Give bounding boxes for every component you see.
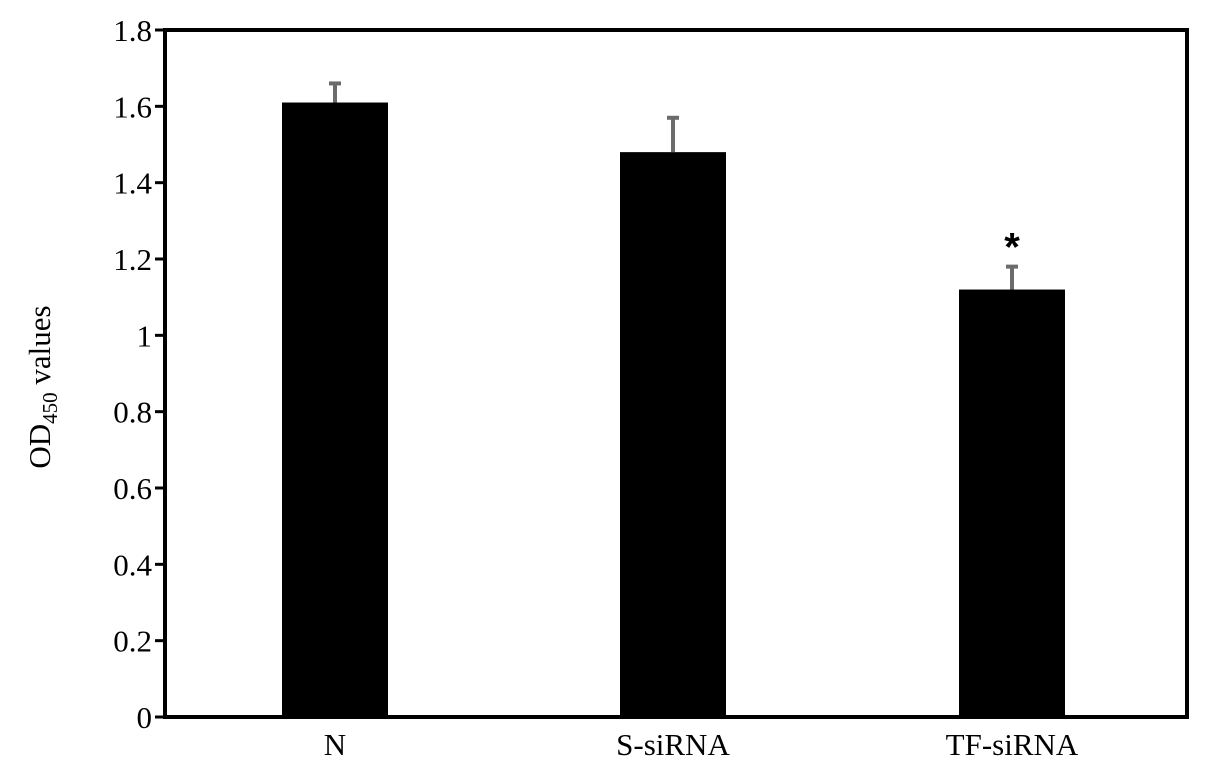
y-axis-title-suffix: values [22, 305, 57, 392]
y-tick-label: 0.6 [113, 471, 152, 506]
y-tick-label: 0.2 [113, 624, 152, 659]
bar [620, 152, 726, 718]
y-tick-label: 0.8 [113, 395, 152, 430]
y-axis-title: OD450 values [22, 305, 62, 468]
x-tick-label: N [324, 727, 346, 762]
y-tick-label: 0.4 [113, 547, 152, 582]
x-tick-label: S-siRNA [616, 727, 730, 762]
y-axis-title-subscript: 450 [38, 392, 62, 424]
y-axis-title-main: OD [22, 424, 57, 469]
y-tick-label: 1 [137, 318, 153, 353]
y-tick-label: 1.2 [113, 242, 152, 277]
y-tick-label: 1.6 [113, 89, 152, 124]
y-tick-label: 1.4 [113, 166, 152, 201]
bar [282, 102, 388, 718]
x-tick-label: TF-siRNA [946, 727, 1079, 762]
x-axis-labels: N S-siRNA TF-siRNA [324, 727, 1079, 762]
bar [959, 289, 1065, 717]
y-axis-ticks: 0 0.2 0.4 0.6 0.8 1 1.2 1.4 1.6 1.8 [113, 13, 165, 735]
plot-frame [163, 28, 1189, 719]
significance-marker: * [1004, 226, 1020, 270]
y-tick-label: 0 [137, 700, 153, 735]
bars: * [282, 81, 1065, 718]
y-tick-label: 1.8 [113, 13, 152, 48]
